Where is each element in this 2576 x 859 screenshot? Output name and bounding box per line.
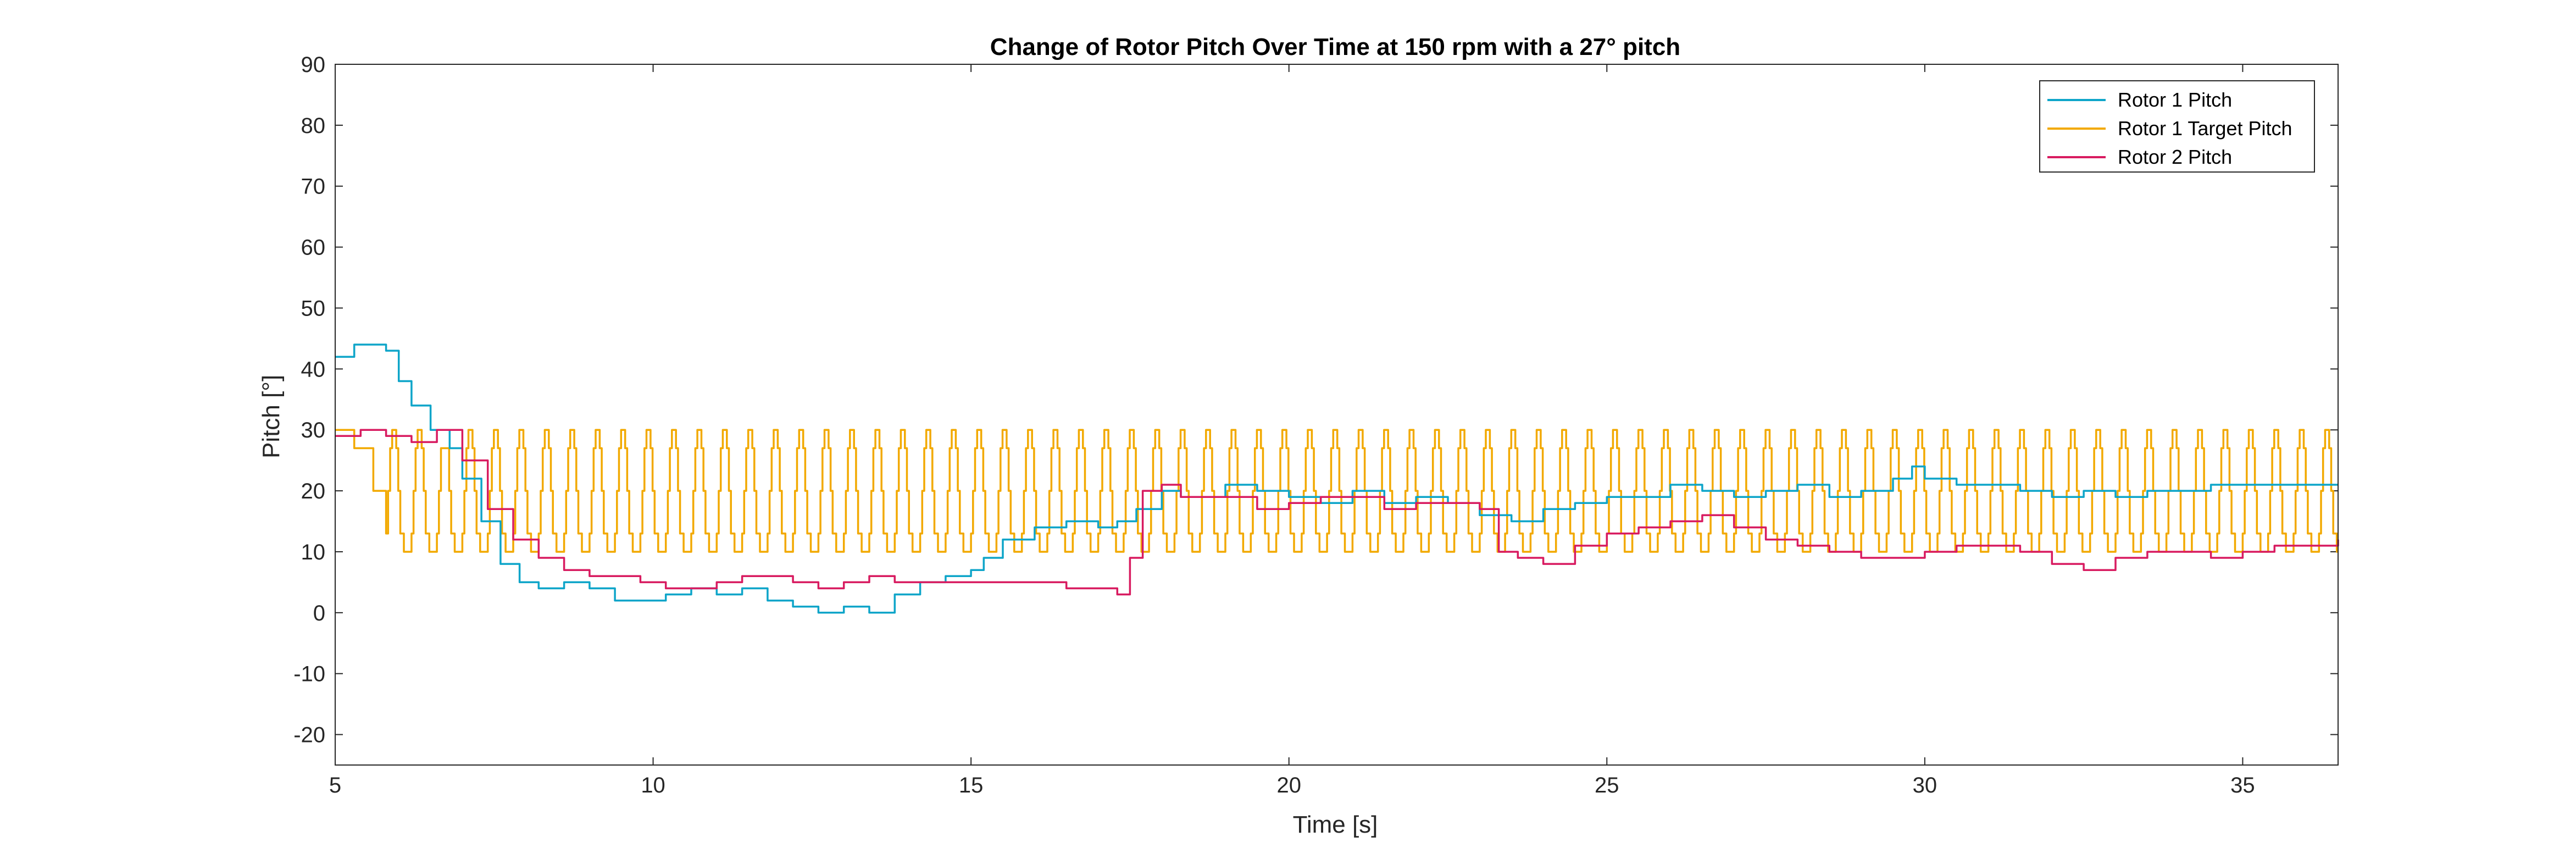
y-axis-label: Pitch [°] (258, 375, 285, 458)
y-tick-label: 30 (301, 418, 326, 442)
x-axis: 5 10 15 20 25 30 35 (329, 64, 2255, 797)
y-tick-label: 40 (301, 357, 326, 381)
x-tick-label: 10 (641, 773, 665, 797)
plot-frame (335, 64, 2339, 766)
series-line-rotor-1-pitch (335, 343, 2338, 614)
chart-title: Change of Rotor Pitch Over Time at 150 r… (990, 34, 1680, 60)
legend-entry: Rotor 2 Pitch (2118, 146, 2232, 168)
series-line-rotor-1-target-pitch (335, 429, 2338, 553)
y-tick-label: 50 (301, 296, 326, 320)
y-tick-label: 20 (301, 479, 326, 503)
series-layer (335, 343, 2339, 614)
x-tick-label: 35 (2230, 773, 2255, 797)
y-tick-label: 60 (301, 236, 326, 260)
y-tick-label: 80 (301, 114, 326, 138)
x-tick-label: 20 (1276, 773, 1301, 797)
x-tick-label: 5 (329, 773, 341, 797)
series-line-rotor-2-pitch (335, 429, 2339, 596)
y-tick-label: -10 (293, 662, 325, 686)
y-axis: -20 -10 0 10 20 30 40 50 60 70 80 90 (293, 53, 2338, 747)
y-tick-label: 10 (301, 540, 326, 564)
y-tick-label: -20 (293, 723, 325, 747)
legend: Rotor 1 Pitch Rotor 1 Target Pitch Rotor 2… (2039, 80, 2315, 173)
x-axis-label: Time [s] (1293, 811, 1378, 838)
y-tick-label: 0 (313, 601, 325, 625)
legend-entry: Rotor 1 Pitch (2118, 88, 2232, 111)
x-tick-label: 15 (959, 773, 984, 797)
x-tick-label: 30 (1913, 773, 1937, 797)
x-tick-label: 25 (1595, 773, 1619, 797)
legend-entry: Rotor 1 Target Pitch (2118, 117, 2292, 140)
y-tick-label: 90 (301, 53, 326, 77)
y-tick-label: 70 (301, 175, 326, 199)
